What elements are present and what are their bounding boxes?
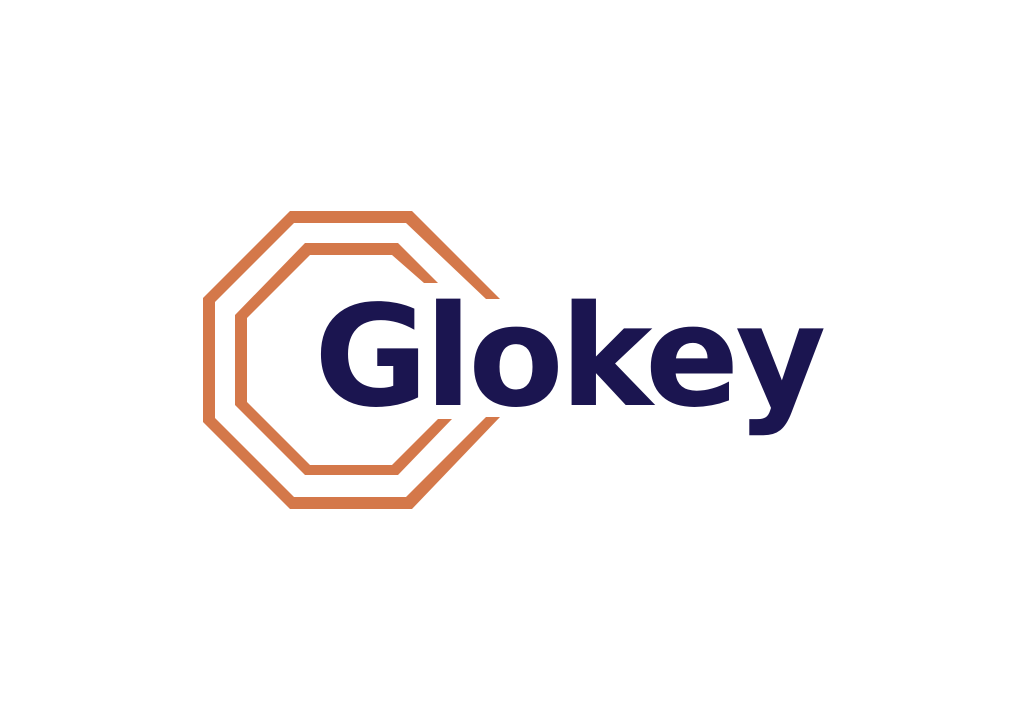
brand-wordmark: Glokey (314, 275, 824, 438)
